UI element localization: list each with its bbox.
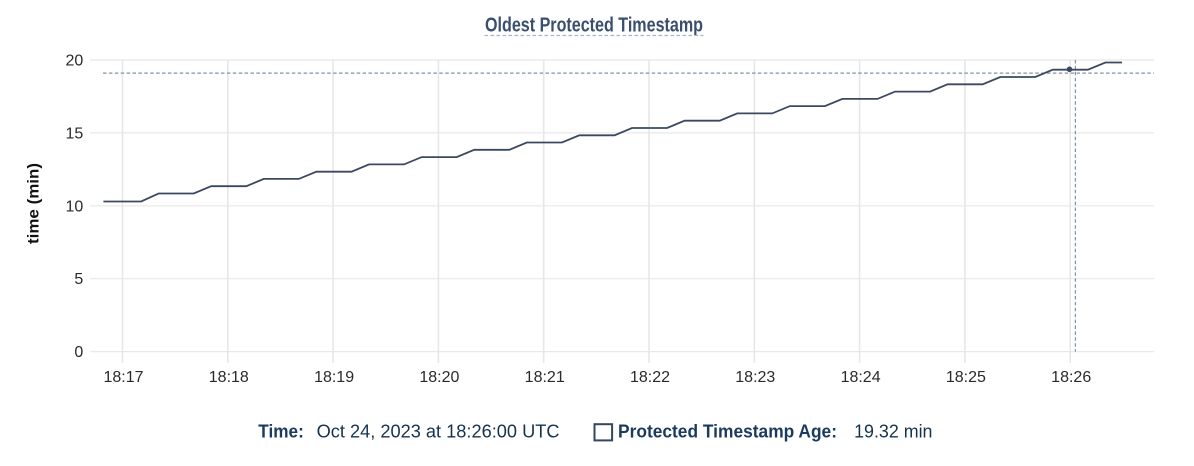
svg-text:0: 0 (74, 344, 83, 361)
svg-text:10: 10 (66, 198, 84, 215)
svg-text:Protected Timestamp Age:: Protected Timestamp Age: (618, 421, 837, 442)
svg-text:18:19: 18:19 (314, 369, 354, 386)
svg-text:Oldest Protected Timestamp: Oldest Protected Timestamp (485, 15, 703, 37)
svg-text:18:20: 18:20 (419, 369, 459, 386)
svg-text:Time:: Time: (258, 421, 304, 442)
svg-text:18:17: 18:17 (103, 369, 143, 386)
svg-text:5: 5 (74, 271, 83, 288)
svg-text:18:21: 18:21 (525, 369, 565, 386)
svg-text:Oct 24, 2023 at 18:26:00 UTC: Oct 24, 2023 at 18:26:00 UTC (317, 421, 560, 442)
svg-text:18:23: 18:23 (735, 369, 775, 386)
svg-text:18:26: 18:26 (1051, 369, 1091, 386)
svg-text:time (min): time (min) (26, 163, 43, 244)
svg-text:18:18: 18:18 (209, 369, 249, 386)
svg-text:18:24: 18:24 (841, 369, 881, 386)
svg-text:18:25: 18:25 (946, 369, 986, 386)
svg-text:18:22: 18:22 (630, 369, 670, 386)
svg-text:15: 15 (66, 125, 84, 142)
svg-text:19.32 min: 19.32 min (854, 421, 932, 442)
svg-text:20: 20 (66, 53, 84, 70)
